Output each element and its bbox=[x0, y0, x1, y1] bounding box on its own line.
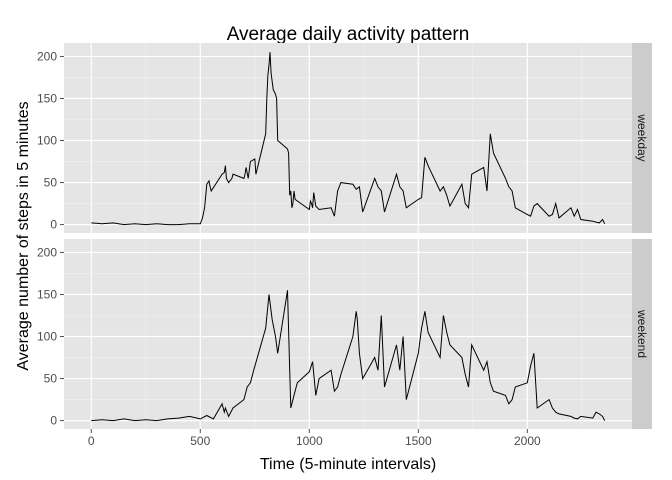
x-tick-label: 0 bbox=[88, 434, 95, 448]
y-tick-label: 200 bbox=[37, 49, 57, 63]
y-tick-label: 50 bbox=[44, 176, 58, 190]
x-axis-title: Time (5-minute intervals) bbox=[260, 456, 436, 473]
facet-strip bbox=[632, 239, 652, 429]
y-tick-label: 100 bbox=[37, 134, 57, 148]
panel-background bbox=[64, 239, 632, 429]
series-line-weekday bbox=[91, 52, 606, 226]
facet-strip bbox=[632, 43, 652, 233]
x-axis-ticks: 0 500 1000 1500 2000 bbox=[88, 429, 541, 448]
y-axis-title: Average number of steps in 5 minutes bbox=[15, 101, 32, 370]
y-tick-label: 100 bbox=[37, 330, 57, 344]
y-tick-label: 150 bbox=[37, 91, 57, 105]
y-tick-label: 200 bbox=[37, 245, 57, 259]
facet-strip-label-weekday: weekday bbox=[635, 113, 649, 161]
series-line-weekend bbox=[91, 290, 606, 422]
x-tick-label: 2000 bbox=[514, 434, 541, 448]
chart-title: Average daily activity pattern bbox=[227, 24, 470, 45]
x-tick-label: 1000 bbox=[296, 434, 323, 448]
gridlines bbox=[64, 43, 632, 233]
y-axis-ticks: 0 50 100 150 200 bbox=[37, 49, 64, 232]
panel-weekend: weekend 0 50 100 150 200 bbox=[37, 239, 652, 429]
y-tick-label: 0 bbox=[50, 218, 57, 232]
panel-weekday: weekday 0 50 100 150 200 bbox=[37, 43, 652, 233]
y-tick-label: 50 bbox=[44, 372, 58, 386]
facet-strip-label-weekend: weekend bbox=[635, 309, 649, 358]
y-axis-ticks: 0 50 100 150 200 bbox=[37, 245, 64, 428]
panel-background bbox=[64, 43, 632, 233]
x-tick-label: 1500 bbox=[405, 434, 432, 448]
y-tick-label: 150 bbox=[37, 287, 57, 301]
x-tick-label: 500 bbox=[190, 434, 210, 448]
y-tick-label: 0 bbox=[50, 414, 57, 428]
